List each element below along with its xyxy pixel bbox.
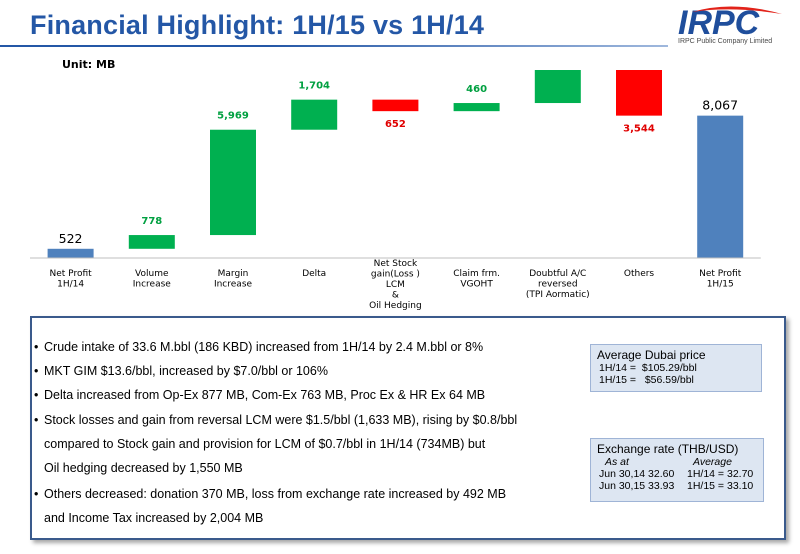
category-label-3-0: Delta [302, 269, 326, 279]
category-label-2-0: Margin [218, 269, 249, 279]
dubai-title: Average Dubai price [597, 348, 706, 362]
bar-8 [697, 115, 744, 258]
note-stock-line2: compared to Stock gain and provision for… [44, 437, 486, 451]
bar-7 [616, 70, 662, 116]
company-logo: IRPC [678, 4, 782, 42]
bar-3 [291, 99, 338, 130]
bar-4 [372, 99, 419, 112]
category-label-6-0: Doubtful A/C [529, 269, 586, 279]
value-label-4: 652 [385, 119, 406, 130]
dubai-price-box: Average Dubai price 1H/14 = $105.29/bbl … [590, 344, 762, 392]
notes-list: Crude intake of 33.6 M.bbl (186 KBD) inc… [34, 340, 594, 537]
value-label-1: 778 [141, 216, 162, 227]
logo-wordmark: IRPC [678, 4, 760, 42]
category-label-0-0: Net Profit [50, 269, 93, 279]
logo-swoosh [692, 6, 782, 14]
exchange-r2c1: Jun 30,15 33.93 [599, 480, 675, 492]
category-label-8-0: Net Profit [699, 269, 742, 279]
category-label-7-0: Others [624, 269, 655, 279]
category-label-4-1: gain(Loss ) [371, 270, 420, 280]
category-label-2-1: Increase [214, 280, 253, 290]
category-label-4-3: & [392, 291, 399, 301]
category-label-4-4: Oil Hedging [369, 301, 422, 311]
notes-panel: Crude intake of 33.6 M.bbl (186 KBD) inc… [30, 316, 786, 540]
value-label-5: 460 [466, 84, 487, 95]
note-others-line2: and Income Tax increased by 2,004 MB [44, 511, 264, 525]
note-mkt-gim: MKT GIM $13.6/bbl, increased by $7.0/bbl… [34, 364, 594, 388]
bar-1 [128, 235, 175, 249]
bar-2 [210, 129, 256, 236]
category-label-1-0: Volume [135, 269, 169, 279]
bar-5 [453, 103, 500, 112]
exchange-r1c2: 1H/14 = 32.70 [687, 468, 754, 480]
value-label-2: 5,969 [217, 111, 249, 122]
bar-6 [534, 70, 581, 104]
category-label-1-1: Increase [133, 280, 172, 290]
bar-0 [47, 248, 94, 258]
note-stock-line1: Stock losses and gain from reversal LCM … [44, 413, 518, 427]
category-label-5-0: Claim frm. [453, 269, 500, 279]
note-stock-line3: Oil hedging decreased by 1,550 MB [44, 461, 243, 475]
dubai-1h14: 1H/14 = $105.29/bbl [599, 362, 697, 374]
exchange-col-average: Average [693, 456, 732, 468]
category-label-5-1: VGOHT [460, 280, 493, 290]
category-label-4-0: Net Stock [374, 259, 418, 269]
value-label-0: 522 [59, 231, 83, 246]
category-label-6-1: reversed [538, 280, 578, 290]
exchange-table: As at Average Jun 30,14 32.60 1H/14 = 32… [591, 456, 763, 492]
category-label-6-2: (TPI Aormatic) [526, 290, 590, 300]
company-name: IRPC Public Company Limited [678, 38, 773, 45]
note-others-line1: Others decreased: donation 370 MB, loss … [44, 487, 507, 501]
value-label-8: 8,067 [702, 98, 738, 113]
note-stock: Stock losses and gain from reversal LCM … [34, 413, 594, 487]
category-label-0-1: 1H/14 [57, 280, 84, 290]
category-label-8-1: 1H/15 [707, 280, 734, 290]
exchange-col-as-at: As at [605, 456, 629, 468]
exchange-r1c1: Jun 30,14 32.60 [599, 468, 675, 480]
exchange-r2c2: 1H/15 = 33.10 [687, 480, 754, 492]
page-title: Financial Highlight: 1H/15 vs 1H/14 [30, 10, 485, 40]
unit-label: Unit: MB [62, 58, 116, 71]
category-label-4-2: LCM [386, 280, 405, 290]
value-label-7: 3,544 [623, 124, 655, 135]
value-label-3: 1,704 [298, 81, 330, 92]
note-delta: Delta increased from Op-Ex 877 MB, Com-E… [34, 388, 594, 413]
exchange-rate-box: Exchange rate (THB/USD) As at Average Ju… [590, 438, 764, 502]
exchange-title: Exchange rate (THB/USD) [597, 442, 739, 456]
note-others: Others decreased: donation 370 MB, loss … [34, 487, 594, 537]
title-underline [0, 45, 668, 47]
dubai-1h15: 1H/15 = $56.59/bbl [599, 374, 694, 386]
note-crude-intake: Crude intake of 33.6 M.bbl (186 KBD) inc… [34, 340, 594, 364]
